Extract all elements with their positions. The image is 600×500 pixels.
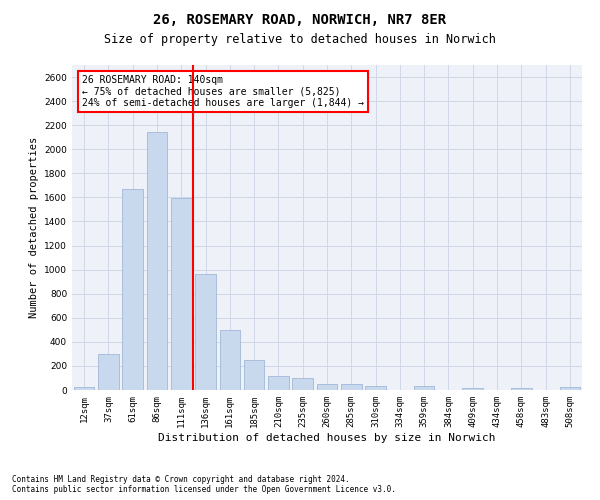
Text: 26 ROSEMARY ROAD: 140sqm
← 75% of detached houses are smaller (5,825)
24% of sem: 26 ROSEMARY ROAD: 140sqm ← 75% of detach… (82, 74, 364, 108)
Bar (171, 198, 191, 390)
Bar (365, 386, 386, 390)
Bar (341, 384, 362, 390)
Bar (146, 132, 167, 390)
Bar (244, 360, 265, 390)
Bar (463, 388, 483, 390)
Bar (292, 378, 313, 390)
Bar (268, 376, 289, 390)
Y-axis label: Number of detached properties: Number of detached properties (29, 137, 38, 318)
X-axis label: Distribution of detached houses by size in Norwich: Distribution of detached houses by size … (158, 432, 496, 442)
Bar (511, 388, 532, 390)
Bar (98, 354, 119, 390)
Text: 26, ROSEMARY ROAD, NORWICH, NR7 8ER: 26, ROSEMARY ROAD, NORWICH, NR7 8ER (154, 12, 446, 26)
Bar (195, 274, 216, 390)
Bar (317, 384, 337, 390)
Bar (414, 386, 434, 390)
Text: Size of property relative to detached houses in Norwich: Size of property relative to detached ho… (104, 32, 496, 46)
Bar (220, 330, 240, 390)
Bar (560, 387, 580, 390)
Bar (122, 189, 143, 390)
Text: Contains public sector information licensed under the Open Government Licence v3: Contains public sector information licen… (12, 485, 396, 494)
Text: Contains HM Land Registry data © Crown copyright and database right 2024.: Contains HM Land Registry data © Crown c… (12, 475, 350, 484)
Bar (74, 387, 94, 390)
